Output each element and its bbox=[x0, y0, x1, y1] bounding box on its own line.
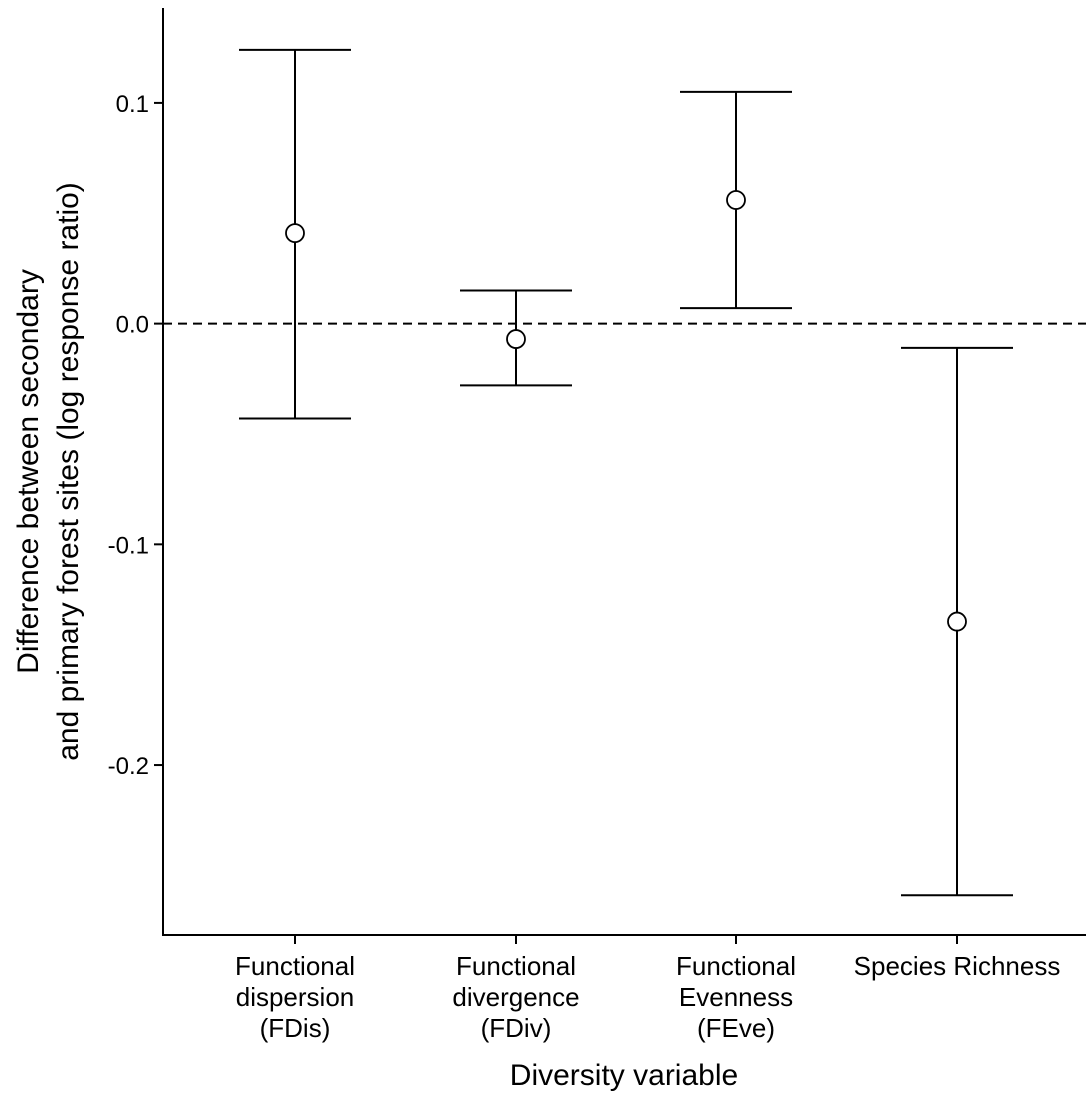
point-estimate-1 bbox=[506, 329, 526, 349]
x-axis-title: Diversity variable bbox=[510, 1059, 738, 1092]
axes bbox=[154, 8, 1086, 944]
y-tick-label-1: -0.1 bbox=[108, 532, 149, 559]
x-category-label-line: Species Richness bbox=[854, 951, 1061, 981]
x-category-label-line: Functional bbox=[676, 951, 796, 981]
y-axis-title: Difference between secondary and primary … bbox=[12, 182, 85, 761]
plot-area bbox=[163, 48, 1086, 897]
x-category-label-1: Functional divergence (FDiv) bbox=[452, 951, 579, 1043]
x-category-label-line: dispersion bbox=[236, 982, 355, 1012]
x-category-label-line: (FEve) bbox=[697, 1013, 775, 1043]
y-tick-label-0: -0.2 bbox=[108, 753, 149, 780]
point-estimate-3 bbox=[947, 611, 967, 632]
x-category-label-2: Functional Evenness (FEve) bbox=[676, 951, 796, 1043]
point-estimate-2 bbox=[726, 190, 746, 210]
x-category-label-line: Evenness bbox=[679, 982, 793, 1012]
x-category-label-0: Functional dispersion (FDis) bbox=[235, 951, 355, 1043]
point-estimate-0 bbox=[285, 223, 305, 244]
y-axis-title-line: and primary forest sites (log response r… bbox=[52, 182, 85, 761]
x-category-label-3: Species Richness bbox=[854, 951, 1061, 981]
x-category-label-line: Functional bbox=[235, 951, 355, 981]
y-tick-label-2: 0.0 bbox=[116, 312, 149, 339]
x-category-label-line: (FDis) bbox=[260, 1013, 331, 1043]
y-tick-label-3: 0.1 bbox=[116, 91, 149, 118]
x-category-label-line: Functional bbox=[456, 951, 576, 981]
x-category-label-line: (FDiv) bbox=[481, 1013, 552, 1043]
y-axis-title-line: Difference between secondary bbox=[12, 269, 45, 674]
x-category-label-line: divergence bbox=[452, 982, 579, 1012]
